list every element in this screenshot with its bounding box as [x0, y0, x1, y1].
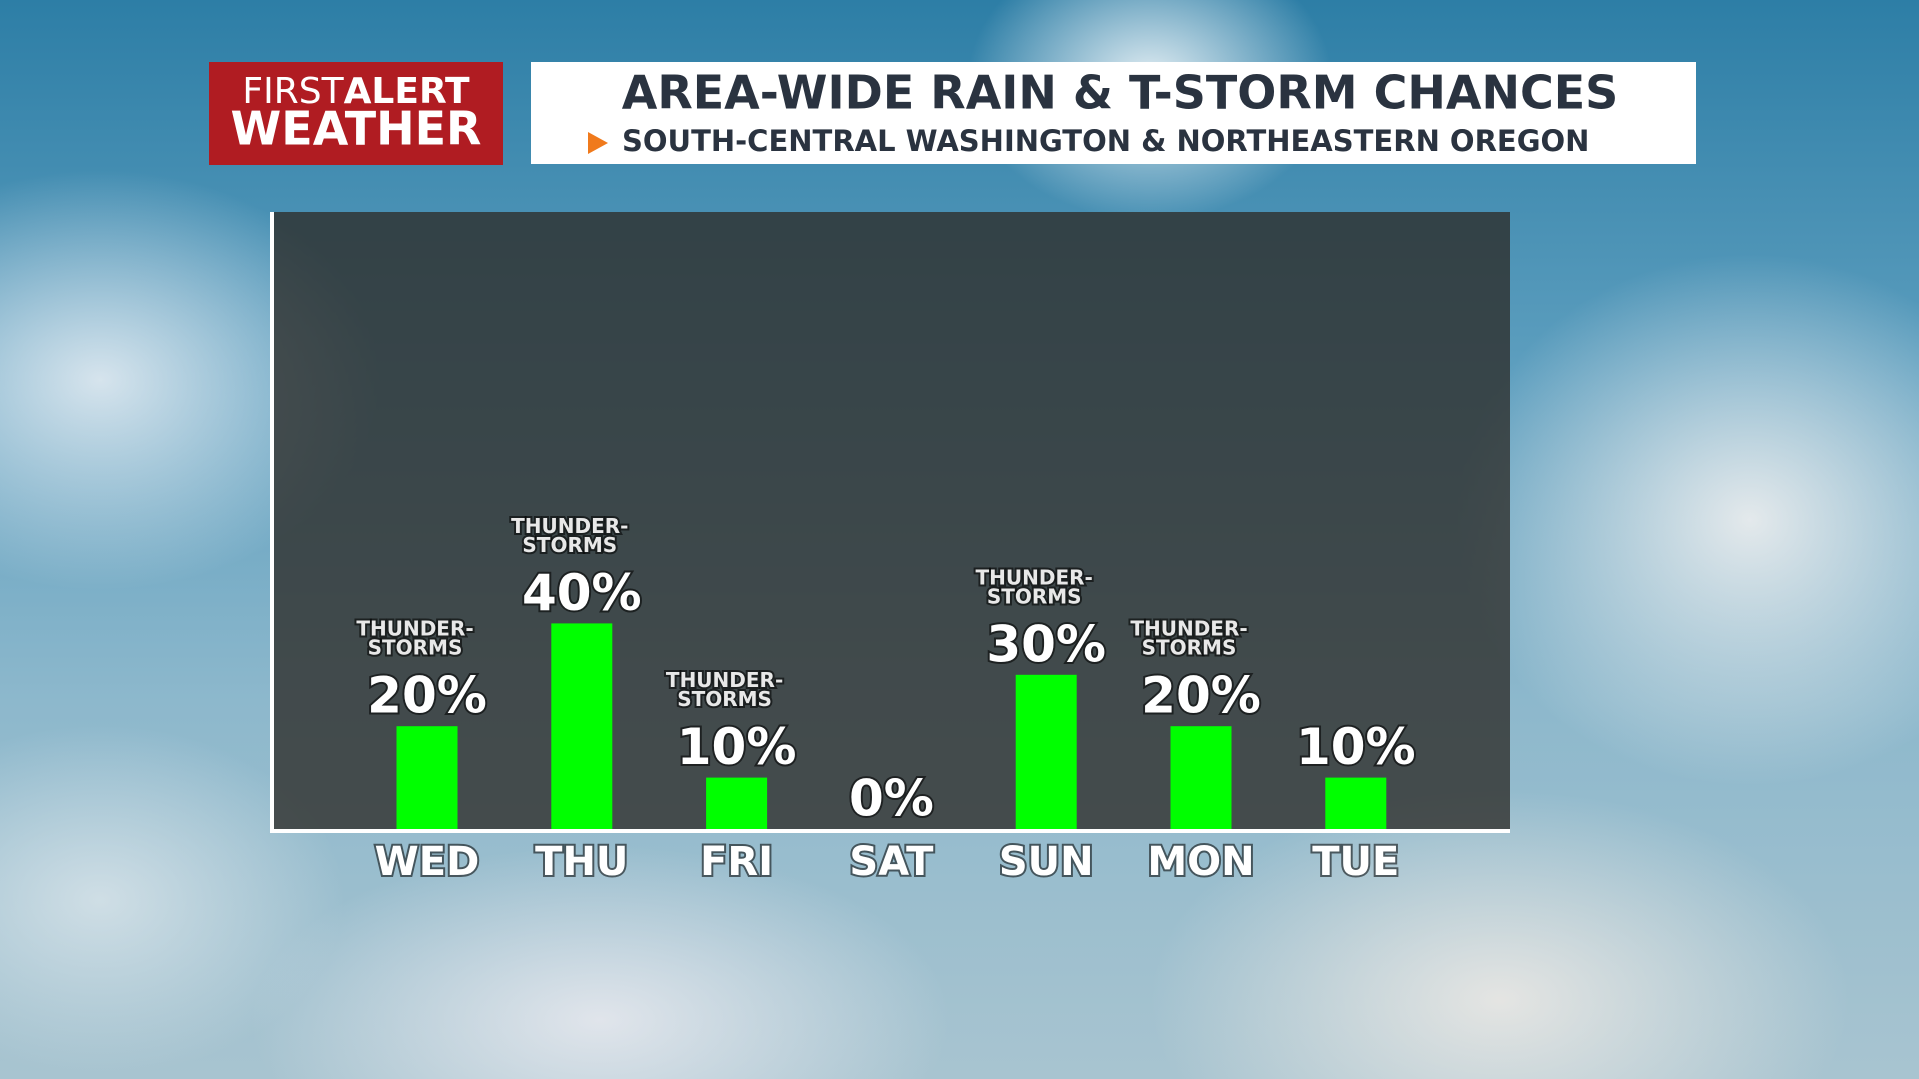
note: THUNDER- [511, 514, 628, 538]
logo-alert: ALERT [344, 71, 470, 112]
bars: 20%THUNDER-STORMSWED40%THUNDER-STORMSTHU… [354, 512, 1417, 887]
note: THUNDER- [1130, 617, 1247, 641]
chart-subtitle: SOUTH-CENTRAL WASHINGTON & NORTHEASTERN … [622, 124, 1589, 158]
bar [706, 777, 768, 829]
value-label: 10% [677, 718, 797, 776]
bar [1325, 777, 1387, 829]
bar [1015, 674, 1077, 829]
x-tick-label: SAT [849, 839, 934, 885]
x-tick-label: THU [535, 839, 628, 885]
subtitle-arrow [588, 132, 608, 154]
logo-weather: WEATHER [231, 102, 482, 156]
note: STORMS [368, 636, 463, 660]
value-label: 30% [986, 615, 1106, 673]
note: THUNDER- [666, 668, 783, 692]
chart-title: AREA-WIDE RAIN & T-STORM CHANCES [622, 66, 1619, 120]
note: STORMS [677, 687, 772, 711]
value-label: 20% [1141, 667, 1261, 725]
value-label: 10% [1296, 718, 1416, 776]
logo-first: FIRST [242, 71, 344, 112]
x-tick-label: WED [375, 839, 480, 885]
x-tick-label: TUE [1312, 839, 1399, 885]
plot-area [272, 212, 1510, 830]
value-label: 40% [522, 564, 642, 622]
value-label: 0% [849, 770, 934, 828]
note: STORMS [522, 533, 617, 557]
logo-line1: FIRSTALERT [242, 71, 470, 112]
title-box [531, 62, 1696, 164]
bar [1170, 726, 1232, 829]
value-label: 20% [367, 667, 487, 725]
note: STORMS [987, 584, 1082, 608]
note: STORMS [1142, 636, 1237, 660]
bar [551, 623, 613, 829]
logo-box [209, 62, 503, 165]
x-tick-label: FRI [700, 839, 773, 885]
x-tick-label: SUN [999, 839, 1094, 885]
x-tick-label: MON [1147, 839, 1254, 885]
note: THUNDER- [976, 565, 1093, 589]
bar [396, 726, 458, 829]
note: THUNDER- [356, 617, 473, 641]
